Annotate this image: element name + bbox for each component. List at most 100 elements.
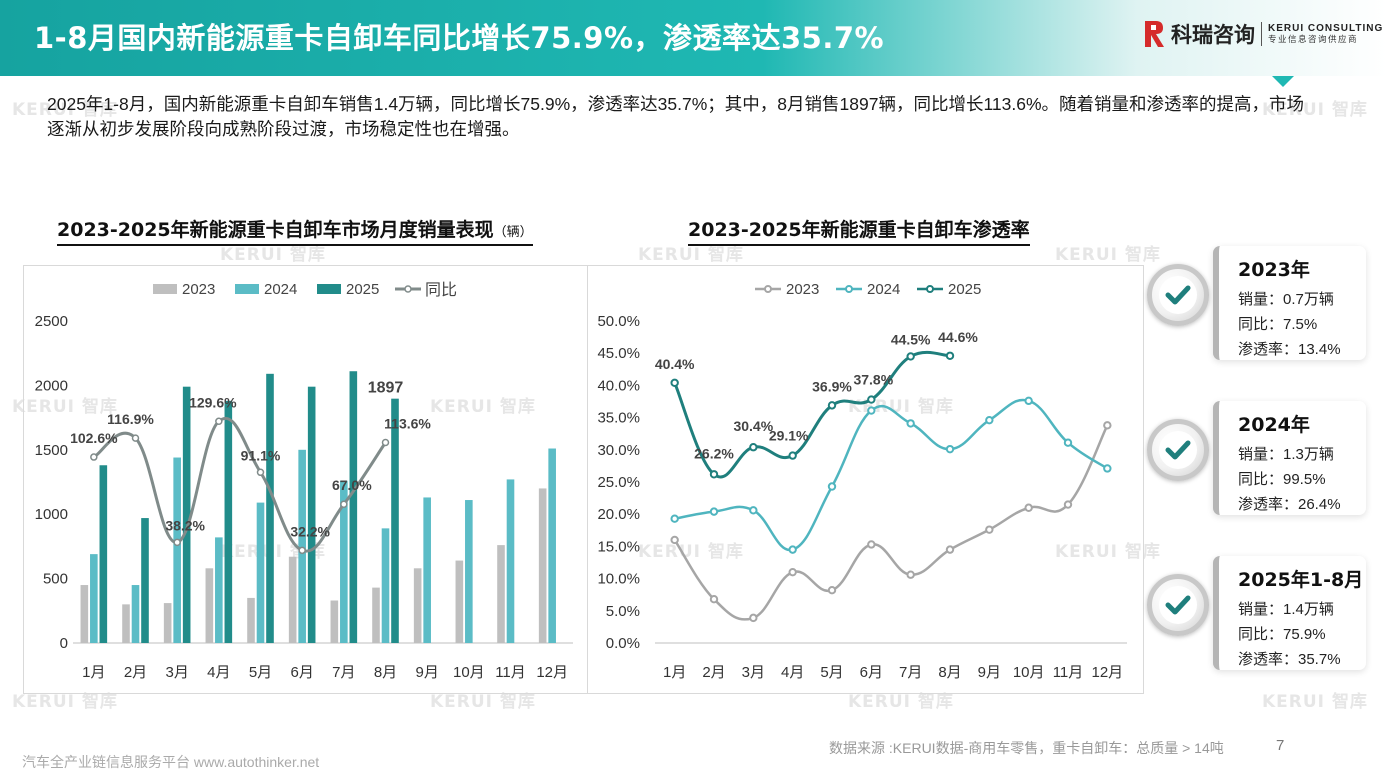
watermark: KERUI 智库 [1055, 542, 1161, 562]
bar-2023 [330, 600, 339, 643]
point-2024 [788, 545, 797, 554]
line-chart-panel [587, 265, 1144, 694]
x-tick-label: 10月 [453, 664, 485, 681]
x-tick-label: 3月 [165, 664, 188, 681]
bar-2023 [247, 597, 255, 643]
legend-label: 2023 [786, 281, 819, 298]
legend-label: 2024 [264, 281, 297, 298]
watermark: KERUI 智库 [848, 692, 954, 712]
legend-marker [926, 285, 934, 293]
bar-2024 [90, 554, 98, 643]
legend-marker [404, 285, 412, 293]
bar-chart: 0 500 1000 1500 2000 2500 1月 2月 3月 4月 5月 6月 7月 8月 9月 10… [35, 281, 573, 681]
data-label-2025: 36.9% [812, 378, 852, 394]
bar-chart-title: 2023-2025年新能源重卡自卸车市场月度销量表现（辆） [57, 215, 533, 246]
yoy-line [92, 417, 387, 553]
point-2024 [1103, 464, 1112, 473]
point-2023 [1024, 503, 1033, 512]
point-2025 [827, 401, 837, 410]
x-tick-label: 6月 [860, 664, 883, 681]
point-2023 [788, 567, 797, 577]
y-tick-label: 0 [60, 635, 68, 652]
bar-2024 [298, 449, 306, 643]
data-label-2025: 44.5% [891, 331, 931, 347]
x-tick-label: 7月 [332, 664, 355, 681]
card-yoy: 同比：99.5% [1238, 471, 1326, 488]
y-tick-label: 30.0% [597, 442, 640, 459]
point-2025 [788, 451, 797, 460]
check-icon [1147, 264, 1209, 326]
x-tick-label: 5月 [249, 664, 272, 681]
data-label-2025: 44.6% [938, 329, 978, 345]
legend-marker [764, 285, 772, 293]
line-chart-title: 2023-2025年新能源重卡自卸车渗透率 [688, 215, 1030, 246]
summary-card-2025: 2025年1-8月 销量：1.4万辆 同比：75.9% 渗透率：35.7% [1213, 556, 1366, 670]
legend-label: 2023 [182, 281, 215, 298]
line-chart: 0.0% 5.0% 10.0% 15.0% 20.0% 25.0% 30.0% 35.0% 40… [597, 281, 1127, 681]
x-tick-label: 5月 [820, 664, 843, 681]
point-2023 [709, 595, 719, 604]
bar-2024 [173, 457, 181, 643]
bar-2023 [288, 556, 297, 643]
summary-text: 2025年1-8月，国内新能源重卡自卸车销售1.4万辆，同比增长75.9%，渗透… [47, 94, 1305, 139]
y-tick-label: 1500 [35, 442, 68, 459]
yoy-point [381, 438, 390, 447]
bar-2023 [455, 560, 464, 643]
y-tick-label: 20.0% [597, 506, 640, 523]
bar-2025 [224, 400, 233, 643]
card-year: 2023年 [1238, 259, 1310, 281]
point-2024 [749, 506, 758, 515]
card-yoy: 同比：75.9% [1238, 626, 1326, 643]
watermark: KERUI 智库 [430, 397, 536, 417]
x-tick-label: 1月 [82, 664, 105, 681]
card-rate: 渗透率：35.7% [1238, 651, 1341, 668]
y-tick-label: 1000 [35, 506, 68, 523]
point-2025 [670, 378, 679, 388]
footer-platform: 汽车全产业链信息服务平台 www.autothinker.net [22, 754, 320, 770]
yoy-data-label: 67.0% [332, 477, 372, 493]
yoy-point [256, 468, 265, 477]
x-tick-label: 4月 [781, 664, 804, 681]
yoy-point [298, 546, 306, 555]
point-2024 [670, 514, 679, 523]
page-title: 1-8月国内新能源重卡自卸车同比增长75.9%，渗透率达35.7% [34, 21, 885, 55]
point-2023 [827, 585, 837, 595]
point-2023 [670, 535, 679, 545]
logo-en-block: KERUI CONSULTING 专业信息咨询供应商 [1268, 23, 1383, 44]
legend-swatch [317, 284, 341, 294]
yoy-data-label: 116.9% [107, 411, 154, 427]
x-tick-label: 7月 [899, 664, 922, 681]
x-tick-label: 8月 [374, 664, 397, 681]
x-tick-label: 6月 [290, 664, 313, 681]
legend-label: 同比 [425, 281, 457, 299]
y-tick-label: 500 [43, 571, 68, 588]
legend-swatch [153, 284, 177, 294]
bar-2024 [465, 500, 473, 643]
y-tick-label: 5.0% [606, 603, 640, 620]
bar-2025 [182, 386, 191, 643]
logo-tagline: 专业信息咨询供应商 [1268, 33, 1359, 44]
bar-2025 [266, 373, 274, 643]
x-tick-label: 11月 [495, 664, 526, 681]
yoy-point [131, 434, 140, 442]
x-tick-label: 1月 [663, 664, 686, 681]
x-tick-label: 12月 [536, 664, 568, 681]
legend-label: 2025 [346, 281, 379, 298]
x-tick-label: 8月 [938, 664, 961, 681]
summary-card-2023: 2023年 销量：0.7万辆 同比：7.5% 渗透率：13.4% [1213, 246, 1366, 360]
bar-2024 [548, 448, 556, 643]
data-label-2025: 26.2% [694, 445, 734, 461]
point-2024 [867, 406, 876, 415]
legend-label: 2024 [867, 281, 900, 298]
point-2024 [1024, 396, 1033, 406]
y-tick-label: 2500 [35, 313, 68, 330]
y-tick-label: 0.0% [606, 635, 640, 652]
bar-2024 [506, 479, 515, 643]
watermark: KERUI 智库 [12, 397, 118, 417]
y-tick-label: 25.0% [597, 474, 640, 491]
x-tick-label: 9月 [978, 664, 1001, 681]
y-tick-label: 35.0% [597, 410, 640, 427]
point-2023 [985, 525, 994, 534]
header-banner: 1-8月国内新能源重卡自卸车同比增长75.9%，渗透率达35.7% 科瑞咨询 K… [0, 0, 1387, 76]
bar-2025 [99, 465, 108, 643]
